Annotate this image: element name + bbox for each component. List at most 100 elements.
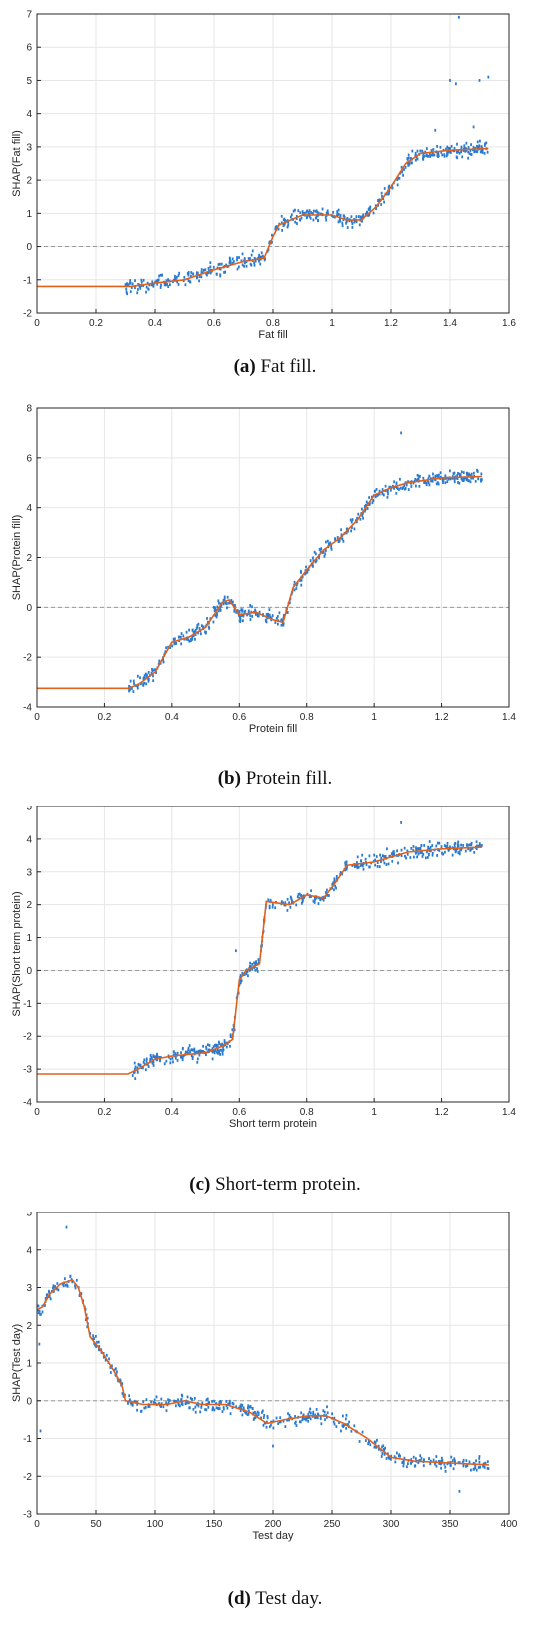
scatter-point xyxy=(340,528,343,532)
scatter-point xyxy=(417,852,420,856)
scatter-point xyxy=(259,256,261,260)
scatter-point xyxy=(219,1043,222,1047)
scatter-point xyxy=(306,209,309,213)
scatter-point xyxy=(231,1028,234,1032)
scatter-point xyxy=(178,635,181,639)
scatter-point xyxy=(462,471,465,474)
scatter-point xyxy=(129,281,132,285)
scatter-point xyxy=(275,616,278,620)
scatter-point xyxy=(228,1399,231,1403)
scatter-point xyxy=(268,904,271,908)
scatter-point xyxy=(412,848,415,852)
scatter-point xyxy=(235,1405,238,1409)
caption-letter: (a) xyxy=(233,356,256,377)
scatter-point xyxy=(228,259,231,263)
scatter-point xyxy=(282,616,285,620)
scatter-point xyxy=(341,872,344,876)
scatter-point xyxy=(386,1452,389,1456)
scatter-point xyxy=(426,850,428,854)
scatter-point xyxy=(470,153,473,157)
scatter-point xyxy=(439,145,442,149)
scatter-point xyxy=(147,677,150,681)
scatter-point xyxy=(241,263,244,267)
scatter-point xyxy=(217,599,220,603)
scatter-point xyxy=(384,484,387,488)
scatter-point xyxy=(376,865,379,868)
scatter-point xyxy=(304,571,307,575)
scatter-point xyxy=(312,556,314,560)
scatter-point xyxy=(225,1045,228,1049)
x-tick-label: 0.6 xyxy=(207,318,221,329)
scatter-point xyxy=(206,1397,209,1401)
scatter-point xyxy=(333,880,336,884)
scatter-point xyxy=(383,1448,385,1452)
scatter-point xyxy=(124,283,127,286)
scatter-point xyxy=(320,1422,323,1426)
scatter-point xyxy=(114,1367,117,1371)
scatter-point xyxy=(407,164,410,167)
y-axis-label: SHAP(Short term protein) xyxy=(11,891,23,1016)
scatter-point xyxy=(165,1409,168,1413)
scatter-point xyxy=(368,854,371,858)
scatter-point xyxy=(356,855,359,859)
scatter-point xyxy=(401,487,404,490)
scatter-point xyxy=(422,1458,425,1462)
scatter-point xyxy=(457,840,460,844)
scatter-point xyxy=(221,1048,223,1052)
scatter-point xyxy=(56,1282,59,1285)
x-axis-label: Protein fill xyxy=(249,723,297,735)
scatter-point xyxy=(325,218,328,222)
scatter-point xyxy=(197,631,200,635)
scatter-point xyxy=(448,469,451,473)
scatter-point xyxy=(332,210,334,214)
scatter-point xyxy=(152,284,155,288)
scatter-point xyxy=(470,843,472,847)
scatter-point xyxy=(205,1398,208,1402)
scatter-point xyxy=(241,971,244,975)
scatter-point xyxy=(184,1402,187,1406)
scatter-point xyxy=(431,844,434,847)
scatter-point xyxy=(415,846,417,850)
scatter-point xyxy=(133,1067,136,1071)
scatter-point xyxy=(325,211,328,215)
scatter-point xyxy=(147,671,150,674)
scatter-point xyxy=(369,205,372,209)
scatter-point xyxy=(447,477,450,481)
scatter-point xyxy=(432,148,435,151)
scatter-point xyxy=(395,486,398,489)
scatter-point xyxy=(440,1466,442,1470)
scatter-point xyxy=(462,1464,465,1468)
scatter-point xyxy=(365,863,368,867)
scatter-point xyxy=(376,861,379,864)
scatter-point xyxy=(189,274,192,278)
scatter-point xyxy=(322,1409,325,1413)
scatter-point xyxy=(272,1419,275,1423)
scatter-point xyxy=(480,479,482,483)
scatter-point xyxy=(396,487,399,491)
scatter-point xyxy=(387,186,390,189)
scatter-point xyxy=(190,1054,193,1058)
scatter-point xyxy=(200,1404,203,1407)
scatter-point xyxy=(425,483,428,487)
scatter-point xyxy=(361,864,364,868)
scatter-point xyxy=(282,1419,285,1423)
scatter-point xyxy=(205,630,207,634)
scatter-point xyxy=(236,609,239,612)
scatter-point xyxy=(251,614,254,618)
scatter-point xyxy=(231,1401,234,1405)
scatter-point xyxy=(342,214,345,218)
scatter-point xyxy=(276,622,279,626)
scatter-point xyxy=(256,967,258,970)
scatter-point xyxy=(267,612,270,616)
scatter-point xyxy=(151,280,154,284)
scatter-point xyxy=(446,844,449,848)
scatter-point xyxy=(218,601,220,605)
scatter-point xyxy=(111,1364,113,1368)
scatter-point xyxy=(459,473,462,477)
scatter-point xyxy=(153,668,156,672)
scatter-point xyxy=(426,479,429,483)
scatter-point xyxy=(229,1033,232,1037)
scatter-point xyxy=(451,853,454,857)
scatter-point xyxy=(236,256,238,259)
scatter-point xyxy=(206,617,208,620)
